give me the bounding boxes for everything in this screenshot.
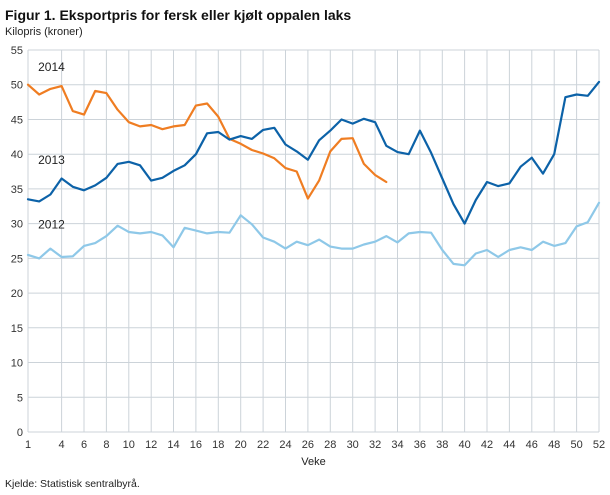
x-tick-label: 30 [347, 439, 359, 451]
x-tick-label: 50 [570, 439, 582, 451]
series-line-2014 [26, 83, 388, 200]
x-tick-label: 14 [167, 439, 179, 451]
y-tick-label: 20 [11, 288, 23, 300]
x-tick-label: 24 [279, 439, 291, 451]
x-tick-label: 26 [302, 439, 314, 451]
y-tick-label: 40 [11, 149, 23, 161]
x-tick-label: 18 [212, 439, 224, 451]
y-tick-label: 5 [17, 392, 23, 404]
x-axis-title: Veke [301, 456, 325, 468]
series-label-2013: 2013 [38, 153, 65, 167]
x-tick-label: 34 [391, 439, 403, 451]
y-tick-label: 35 [11, 184, 23, 196]
source-note: Kjelde: Statistisk sentralbyrå. [5, 478, 140, 490]
x-tick-label: 38 [436, 439, 448, 451]
x-tick-label: 32 [369, 439, 381, 451]
series-line-2013 [26, 80, 601, 225]
x-tick-label: 10 [123, 439, 135, 451]
series-line-2012 [26, 201, 601, 267]
x-tick-label: 4 [59, 439, 65, 451]
y-tick-label: 10 [11, 358, 23, 370]
x-tick-label: 12 [145, 439, 157, 451]
y-tick-label: 25 [11, 253, 23, 265]
x-tick-label: 6 [81, 439, 87, 451]
x-tick-label: 20 [235, 439, 247, 451]
series-label-2014: 2014 [38, 60, 65, 74]
x-tick-label: 42 [481, 439, 493, 451]
x-tick-label: 44 [503, 439, 515, 451]
x-tick-label: 1 [25, 439, 31, 451]
x-tick-label: 48 [548, 439, 560, 451]
y-tick-label: 45 [11, 115, 23, 127]
figure-title: Figur 1. Eksportpris for fersk eller kjø… [5, 7, 352, 23]
y-tick-label: 50 [11, 80, 23, 92]
chart-figure: Figur 1. Eksportpris for fersk eller kjø… [0, 7, 610, 490]
y-tick-label: 0 [17, 427, 23, 439]
series-label-2012: 2012 [38, 218, 65, 232]
x-tick-label: 28 [324, 439, 336, 451]
y-tick-label: 55 [11, 45, 23, 57]
x-tick-label: 36 [414, 439, 426, 451]
x-tick-label: 8 [103, 439, 109, 451]
x-tick-label: 40 [458, 439, 470, 451]
x-tick-label: 52 [593, 439, 605, 451]
x-tick-label: 46 [526, 439, 538, 451]
y-tick-label: 15 [11, 323, 23, 335]
x-tick-label: 16 [190, 439, 202, 451]
y-tick-label: 30 [11, 219, 23, 231]
x-tick-label: 22 [257, 439, 269, 451]
y-axis-title: Kilopris (kroner) [5, 26, 83, 38]
